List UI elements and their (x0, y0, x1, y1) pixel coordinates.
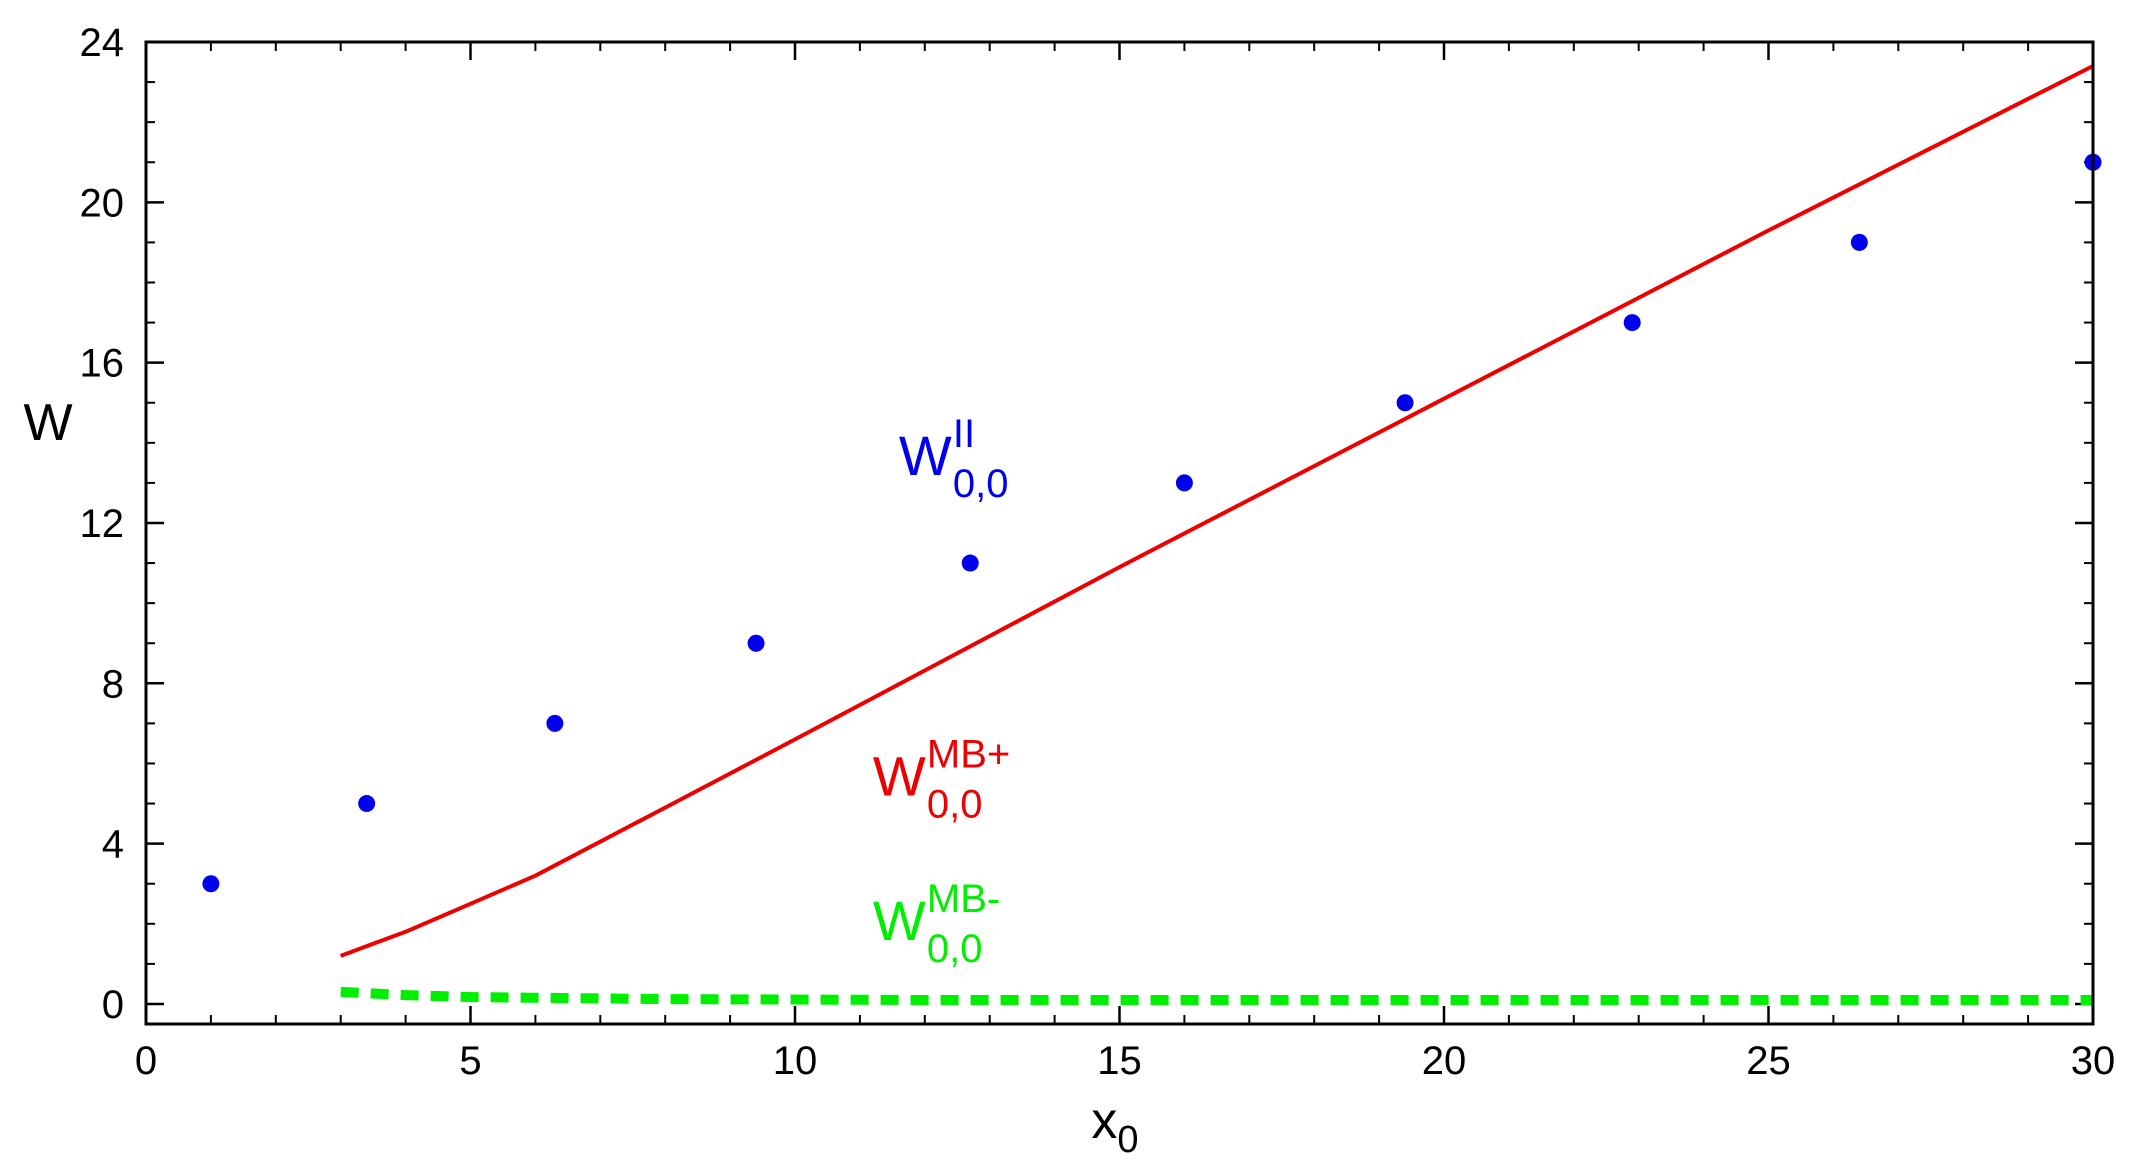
x-axis-title: x0 (1091, 1092, 1138, 1161)
series-annotation: W MB- 0,0 (873, 877, 1000, 971)
annotation-sup: MB+ (927, 733, 1010, 777)
data-point (747, 634, 765, 652)
data-point (1850, 233, 1868, 251)
y-axis-title: W (23, 394, 72, 452)
data-point (1623, 314, 1641, 332)
x-tick-label: 15 (1097, 1039, 1142, 1083)
y-tick-label: 12 (80, 502, 125, 546)
annotations: W II0,0W MB+0,0W MB-0,0 (873, 412, 1010, 971)
x-axis-title-sub: 0 (1117, 1119, 1138, 1161)
y-tick-label: 24 (80, 21, 125, 65)
scatter-series (202, 153, 2102, 893)
y-tick-label: 16 (80, 342, 125, 386)
dashed-series-line (340, 986, 2093, 1005)
data-point (1396, 394, 1414, 412)
annotation-sub: 0,0 (953, 462, 1009, 506)
axis-ticks (144, 40, 2095, 1024)
data-point (546, 714, 564, 732)
data-point (358, 795, 376, 813)
x-axis-title-base: x (1091, 1092, 1117, 1150)
data-point (202, 875, 220, 893)
solid-series-line (340, 64, 2094, 958)
data-point (1175, 474, 1193, 492)
data-point (961, 554, 979, 572)
x-tick-label: 10 (773, 1039, 818, 1083)
annotation-base: W (873, 889, 926, 952)
y-tick-label: 20 (80, 181, 125, 225)
x-tick-label: 5 (459, 1039, 481, 1083)
annotation-sub: 0,0 (927, 783, 983, 827)
y-tick-label: 8 (102, 662, 124, 706)
series-layer (202, 64, 2102, 1005)
plot-frame (144, 40, 2095, 1026)
annotation-base: W (899, 424, 952, 487)
series-annotation: W II 0,0 (899, 412, 1009, 506)
x-tick-label: 20 (1422, 1039, 1467, 1083)
annotation-sup: II (953, 412, 975, 456)
y-tick-label: 0 (102, 983, 124, 1027)
y-tick-label: 4 (102, 823, 124, 867)
annotation-sub: 0,0 (927, 927, 983, 971)
series-annotation: W MB+ 0,0 (873, 733, 1010, 827)
annotation-base: W (873, 745, 926, 808)
x-tick-label: 30 (2071, 1039, 2116, 1083)
annotation-sup: MB- (927, 877, 1000, 921)
x-tick-label: 25 (1746, 1039, 1791, 1083)
tick-labels: 0 5 10 15 20 25 30 0 4 8 12 16 20 24 (80, 21, 2116, 1083)
x-tick-label: 0 (135, 1039, 157, 1083)
